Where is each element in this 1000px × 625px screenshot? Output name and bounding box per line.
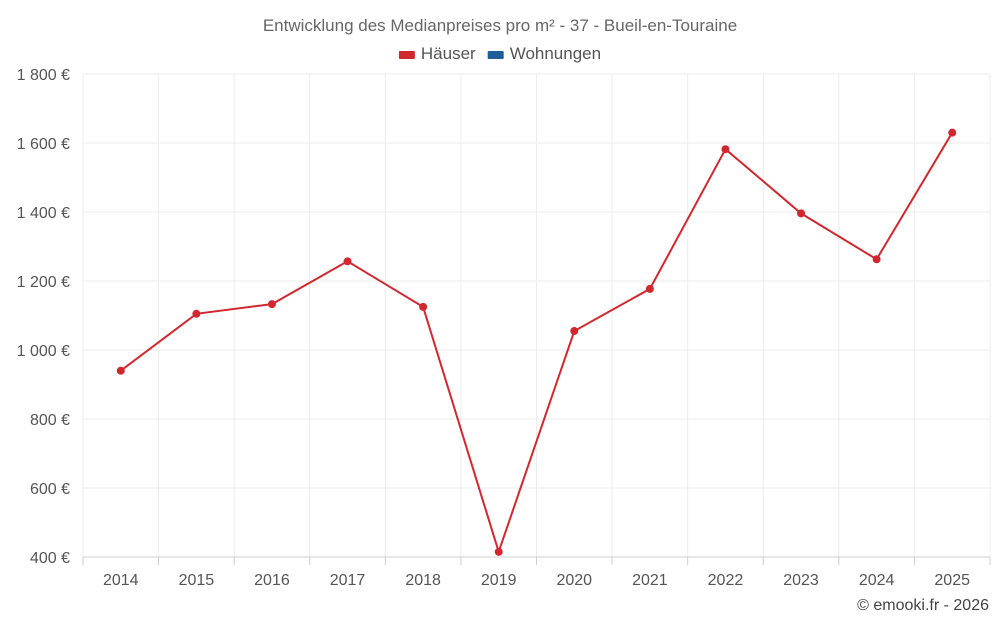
y-tick-label: 600 € [30,481,70,498]
x-tick-label: 2024 [859,572,895,589]
x-tick-label: 2020 [556,572,592,589]
data-point [570,327,579,336]
grid [82,73,991,557]
y-tick-label: 1 400 € [17,205,70,222]
x-tick-label: 2017 [330,572,366,589]
legend-label: Häuser [421,44,476,63]
data-point [267,300,276,309]
legend-label: Wohnungen [510,44,601,63]
x-tick-label: 2019 [481,572,517,589]
data-point [192,309,201,318]
series-layer [116,128,957,556]
legend-swatch [487,51,504,59]
legend-swatch [398,51,415,59]
series-line [120,132,954,556]
y-tick-label: 1 200 € [17,274,70,291]
x-tick-label: 2022 [708,572,744,589]
y-tick-label: 1 600 € [17,136,70,153]
y-tick-label: 400 € [30,550,70,567]
data-point [721,145,730,154]
chart-title: Entwicklung des Medianpreises pro m² - 3… [263,16,737,35]
legend-item-1: Wohnungen [487,44,601,63]
x-tick-label: 2023 [783,572,819,589]
legend-item-0: Häuser [398,44,476,63]
y-tick-label: 1 000 € [17,343,70,360]
data-point [797,209,806,218]
x-tick-label: 2015 [179,572,215,589]
x-tick-label: 2016 [254,572,290,589]
x-tick-label: 2021 [632,572,668,589]
data-point [419,302,428,311]
data-point [872,255,881,264]
y-tick-label: 1 800 € [17,67,70,84]
axes: 400 € 600 € 800 € 1 000 € 1 200 € 1 400 € 1 60… [17,67,991,589]
credit-text: © emooki.fr - 2026 [857,597,989,614]
legend: Häuser Wohnungen [398,44,601,63]
x-tick-label: 2018 [405,572,441,589]
data-point [645,284,654,293]
y-tick-label: 800 € [30,412,70,429]
x-tick-label: 2014 [103,572,139,589]
data-point [948,128,957,137]
series-0 [116,128,957,556]
data-point [494,547,503,556]
data-point [343,257,352,266]
x-tick-label: 2025 [934,572,970,589]
data-point [116,366,125,375]
